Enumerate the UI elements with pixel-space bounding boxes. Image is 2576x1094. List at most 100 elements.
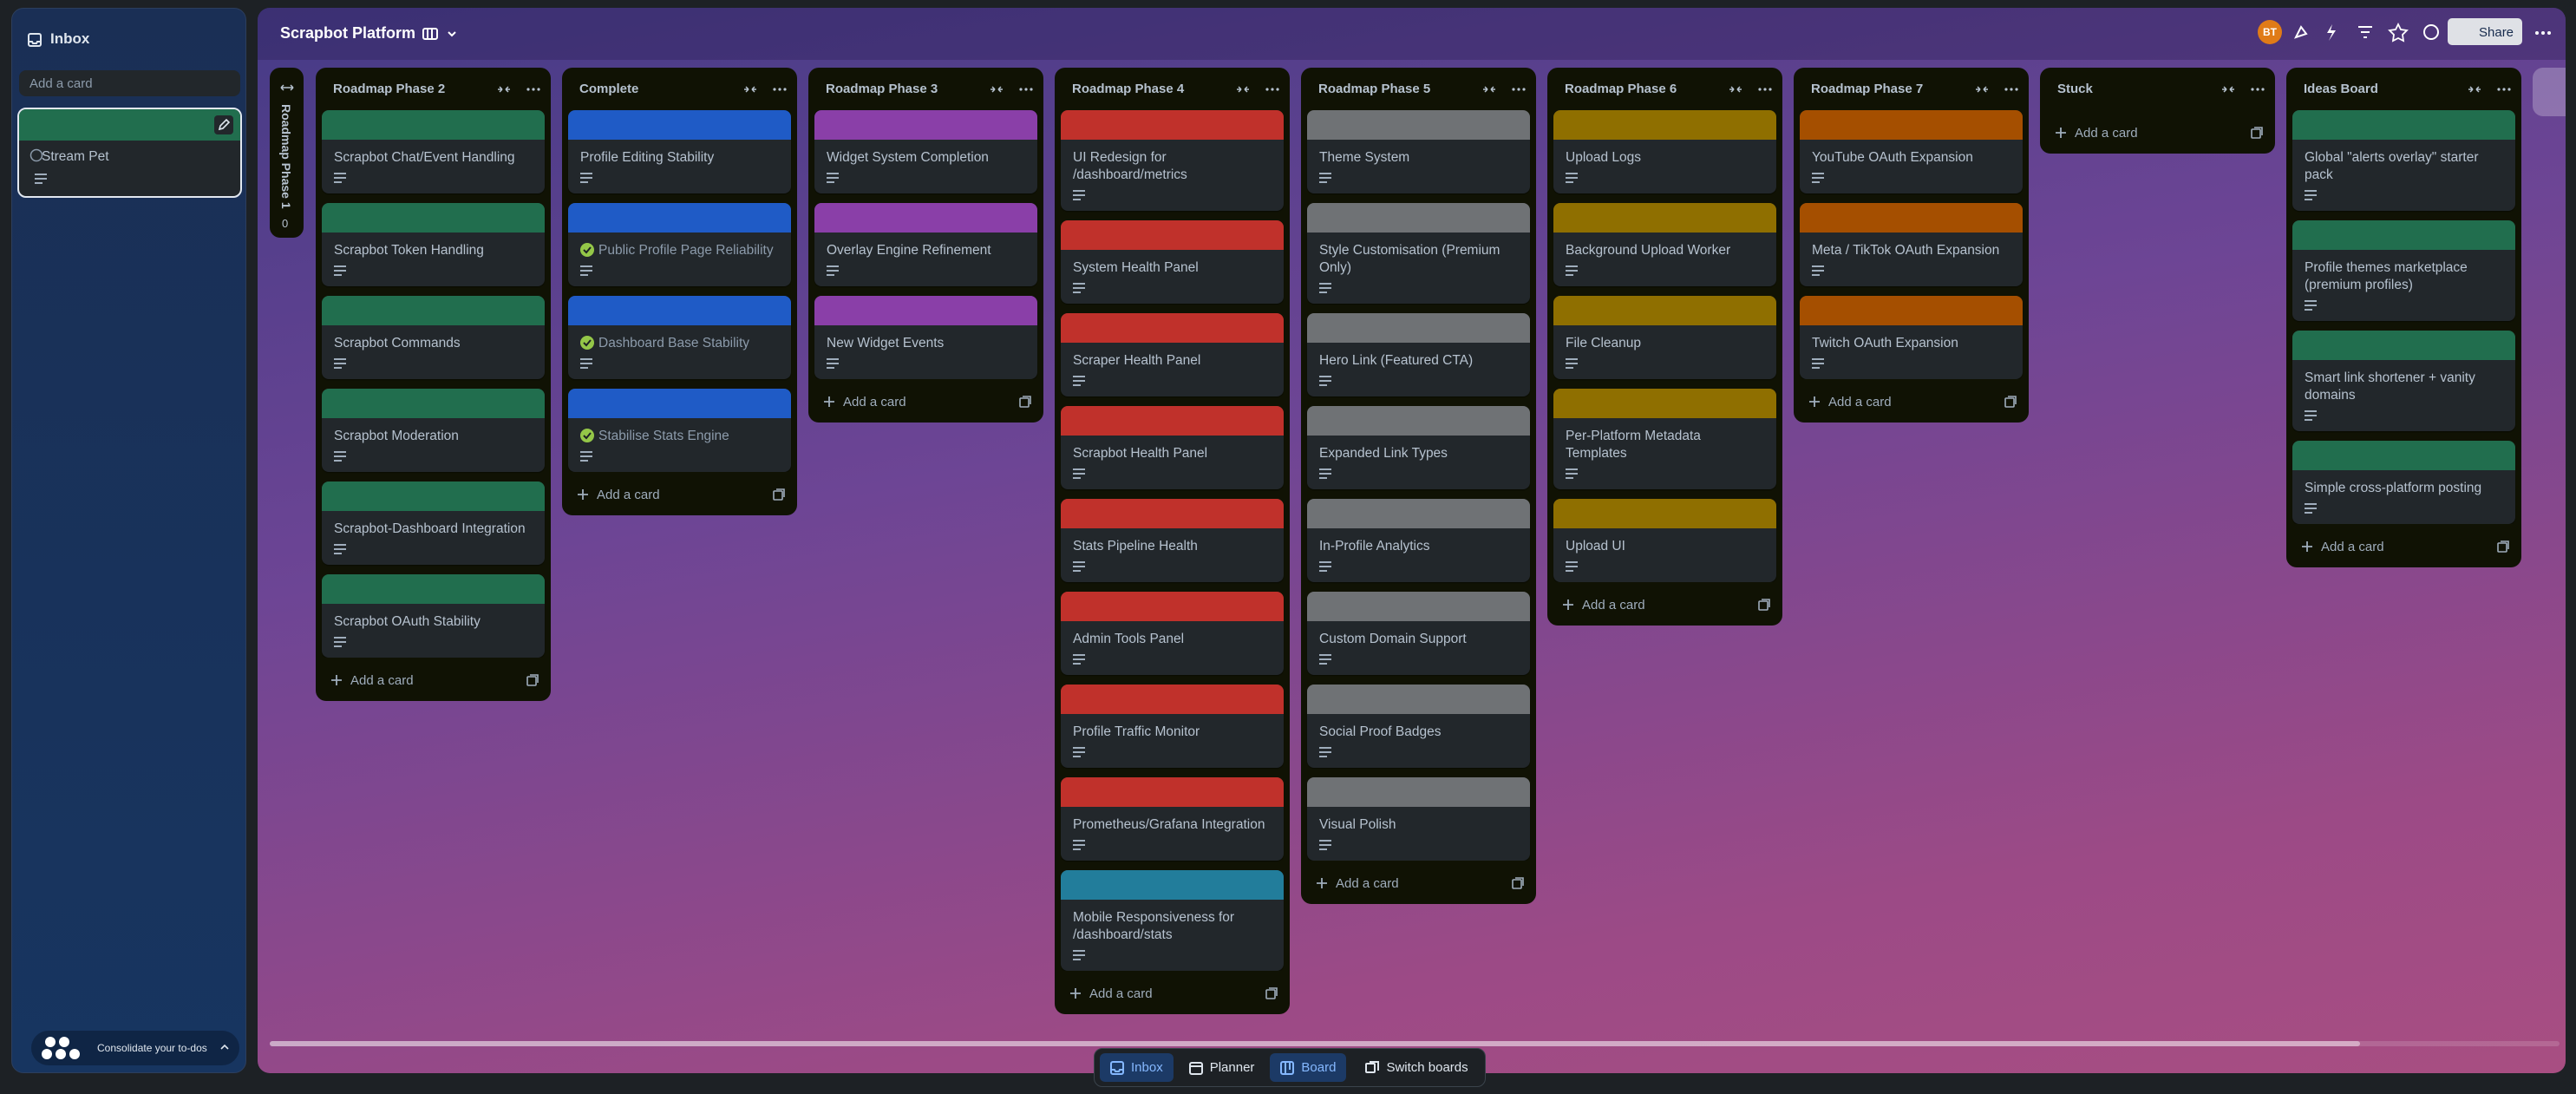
card[interactable]: File Cleanup [1553, 296, 1776, 379]
list-name[interactable]: Roadmap Phase 2 [333, 82, 446, 96]
inbox-footer[interactable]: Consolidate your to-dos [31, 1031, 239, 1065]
card[interactable]: Per-Platform Metadata Templates [1553, 389, 1776, 489]
collapse-icon[interactable] [1236, 85, 1250, 94]
collapse-icon[interactable] [1975, 85, 1989, 94]
add-card[interactable]: Add a card [1301, 866, 1536, 901]
done-check[interactable] [580, 243, 594, 257]
card[interactable]: Expanded Link Types [1307, 406, 1530, 489]
card[interactable]: Scrapbot Health Panel [1061, 406, 1284, 489]
done-check[interactable] [580, 429, 594, 442]
share-button[interactable]: Share [2448, 18, 2522, 45]
expand-icon[interactable] [280, 83, 294, 92]
list-menu[interactable] [2004, 87, 2018, 92]
nav-button[interactable]: Board [1270, 1053, 1347, 1082]
card[interactable]: Scrapbot Moderation [322, 389, 545, 472]
list-name[interactable]: Stuck [2057, 82, 2093, 96]
collapse-icon[interactable] [1482, 85, 1496, 94]
card[interactable]: Mobile Responsiveness for /dashboard/sta… [1061, 870, 1284, 971]
edit-icon[interactable] [214, 115, 233, 134]
add-card[interactable]: Add a card [2286, 529, 2521, 564]
card[interactable]: Meta / TikTok OAuth Expansion [1800, 203, 2023, 286]
menu-dots[interactable] [2534, 30, 2552, 36]
template-icon[interactable] [773, 488, 785, 501]
scrollbar[interactable] [270, 1041, 2560, 1046]
collapse-icon[interactable] [990, 85, 1004, 94]
card[interactable]: Stabilise Stats Engine [568, 389, 791, 472]
list-menu[interactable] [2497, 87, 2511, 92]
card[interactable]: Social Proof Badges [1307, 685, 1530, 768]
card[interactable]: System Health Panel [1061, 220, 1284, 304]
card[interactable]: Theme System [1307, 110, 1530, 193]
list-menu[interactable] [526, 87, 540, 92]
card[interactable]: Profile themes marketplace (premium prof… [2292, 220, 2515, 321]
card[interactable]: In-Profile Analytics [1307, 499, 1530, 582]
template-icon[interactable] [526, 674, 539, 686]
card[interactable]: Background Upload Worker [1553, 203, 1776, 286]
card[interactable]: Public Profile Page Reliability [568, 203, 791, 286]
nav-button[interactable]: Switch boards [1355, 1053, 1478, 1082]
template-icon[interactable] [1019, 396, 1031, 408]
list-name[interactable]: Roadmap Phase 3 [826, 82, 938, 96]
inbox-card[interactable]: Stream Pet [17, 108, 242, 198]
list-menu[interactable] [1512, 87, 1526, 92]
add-list[interactable]: Add another list [2533, 68, 2566, 116]
card[interactable]: UI Redesign for /dashboard/metrics [1061, 110, 1284, 211]
list-menu[interactable] [2251, 87, 2265, 92]
card[interactable]: Prometheus/Grafana Integration [1061, 777, 1284, 861]
card[interactable]: Smart link shortener + vanity domains [2292, 331, 2515, 431]
nav-button[interactable]: Planner [1179, 1053, 1265, 1082]
nav-button[interactable]: Inbox [1100, 1053, 1174, 1082]
list-name[interactable]: Ideas Board [2304, 82, 2378, 96]
card[interactable]: Scrapbot OAuth Stability [322, 574, 545, 658]
collapse-icon[interactable] [497, 85, 511, 94]
card[interactable]: YouTube OAuth Expansion [1800, 110, 2023, 193]
template-icon[interactable] [1512, 877, 1524, 889]
collapse-icon[interactable] [1729, 85, 1742, 94]
add-card[interactable]: Add a card [1055, 976, 1290, 1011]
card[interactable]: Upload Logs [1553, 110, 1776, 193]
card[interactable]: Admin Tools Panel [1061, 592, 1284, 675]
list-menu[interactable] [773, 87, 787, 92]
view-switcher[interactable] [422, 25, 461, 43]
template-icon[interactable] [2251, 127, 2263, 139]
template-icon[interactable] [1758, 599, 1770, 611]
card[interactable]: Custom Domain Support [1307, 592, 1530, 675]
template-icon[interactable] [2004, 396, 2017, 408]
card[interactable]: Stats Pipeline Health [1061, 499, 1284, 582]
card[interactable]: Profile Traffic Monitor [1061, 685, 1284, 768]
list-name[interactable]: Roadmap Phase 4 [1072, 82, 1185, 96]
list-menu[interactable] [1265, 87, 1279, 92]
card[interactable]: Upload UI [1553, 499, 1776, 582]
card[interactable]: Twitch OAuth Expansion [1800, 296, 2023, 379]
template-icon[interactable] [2497, 540, 2509, 553]
complete-circle[interactable] [29, 148, 43, 162]
card[interactable]: Scraper Health Panel [1061, 313, 1284, 396]
list-name[interactable]: Roadmap Phase 7 [1811, 82, 1924, 96]
card[interactable]: Simple cross-platform posting [2292, 441, 2515, 524]
card[interactable]: Dashboard Base Stability [568, 296, 791, 379]
card[interactable]: Widget System Completion [814, 110, 1037, 193]
add-card[interactable]: Add a card [808, 384, 1043, 419]
list-name[interactable]: Roadmap Phase 6 [1565, 82, 1677, 96]
add-card[interactable]: Add a card [1547, 587, 1782, 622]
scroll-thumb[interactable] [270, 1041, 2360, 1046]
card[interactable]: Overlay Engine Refinement [814, 203, 1037, 286]
collapsed-list[interactable]: Roadmap Phase 1 0 [270, 68, 304, 238]
card[interactable]: New Widget Events [814, 296, 1037, 379]
card[interactable]: Style Customisation (Premium Only) [1307, 203, 1530, 304]
card[interactable]: Scrapbot Token Handling [322, 203, 545, 286]
add-card[interactable]: Add a card [562, 477, 797, 512]
add-card[interactable]: Add a card [1794, 384, 2029, 419]
list-name[interactable]: Roadmap Phase 5 [1318, 82, 1431, 96]
member-avatar[interactable]: BT [2258, 20, 2282, 44]
add-card[interactable]: Add a card [316, 663, 551, 698]
card[interactable]: Scrapbot Commands [322, 296, 545, 379]
card[interactable]: Global "alerts overlay" starter pack [2292, 110, 2515, 211]
board-title[interactable]: Scrapbot Platform [280, 24, 416, 42]
card[interactable]: Scrapbot-Dashboard Integration [322, 481, 545, 565]
collapse-icon[interactable] [743, 85, 757, 94]
list-menu[interactable] [1019, 87, 1033, 92]
collapse-icon[interactable] [2221, 85, 2235, 94]
collapse-icon[interactable] [2468, 85, 2481, 94]
done-check[interactable] [580, 336, 594, 350]
